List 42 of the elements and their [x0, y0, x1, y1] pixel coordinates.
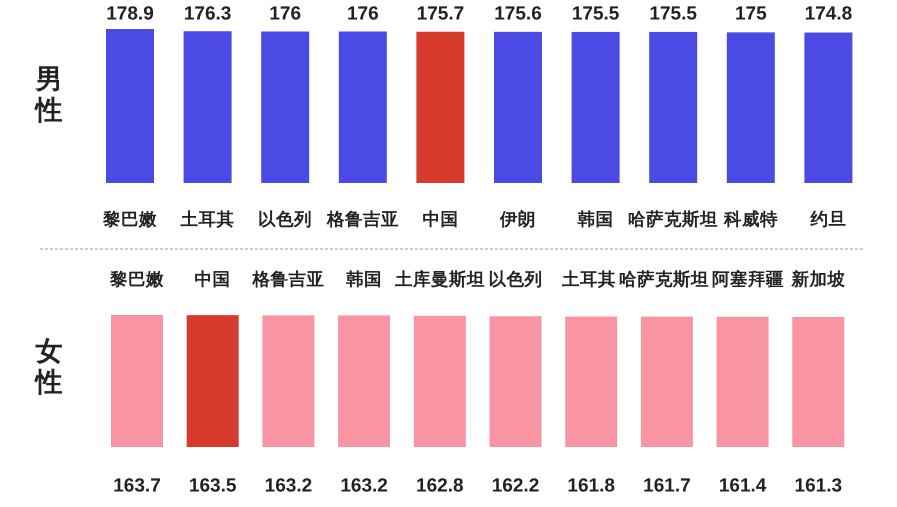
x-tick-label: 科威特 — [722, 209, 778, 229]
x-tick-label: 格鲁吉亚 — [251, 269, 324, 289]
x-tick-label: 黎巴嫩 — [109, 269, 165, 289]
x-tick-label: 韩国 — [345, 269, 382, 289]
x-tick-label: 中国 — [194, 269, 231, 289]
data-label: 176.3 — [184, 4, 232, 24]
data-label: 163.5 — [188, 476, 237, 496]
data-label: 176 — [269, 4, 302, 24]
x-tick-label: 约旦 — [809, 209, 846, 229]
data-label: 161.3 — [794, 476, 842, 496]
x-tick-label: 黎巴嫩 — [102, 209, 158, 229]
data-label: 175.7 — [416, 4, 464, 24]
x-tick-label: 阿塞拜疆 — [712, 269, 784, 289]
data-label: 161.7 — [643, 476, 691, 496]
data-label: 175.6 — [494, 4, 542, 24]
x-tick-label: 土耳其 — [180, 209, 235, 229]
data-label: 161.4 — [718, 476, 767, 496]
x-tick-label: 以色列 — [488, 269, 542, 289]
data-label: 178.9 — [106, 4, 154, 24]
x-tick-label: 中国 — [422, 209, 458, 229]
x-tick-label: 韩国 — [576, 209, 614, 229]
data-label: 175.5 — [572, 4, 620, 24]
x-tick-label: 以色列 — [258, 209, 312, 229]
x-tick-label: 哈萨克斯坦 — [618, 269, 709, 289]
data-label: 163.2 — [264, 476, 312, 496]
data-label: 175.5 — [649, 4, 698, 24]
x-tick-label: 土库曼斯坦 — [394, 269, 485, 289]
data-label: 162.8 — [416, 476, 464, 496]
x-tick-label: 新加坡 — [790, 269, 846, 289]
y-axis-title: 男性 — [33, 64, 64, 126]
x-tick-label: 伊朗 — [499, 209, 536, 229]
data-label: 162.2 — [492, 476, 540, 496]
data-label: 175 — [734, 4, 768, 24]
x-tick-label: 哈萨克斯坦 — [628, 209, 718, 229]
x-tick-label: 土耳其 — [560, 269, 616, 289]
y-axis-title: 女性 — [33, 336, 64, 398]
data-label: 163.2 — [340, 476, 388, 496]
data-label: 161.8 — [567, 476, 615, 496]
data-label: 163.7 — [113, 476, 161, 496]
data-label: 174.8 — [804, 4, 852, 24]
x-tick-label: 格鲁吉亚 — [326, 209, 399, 229]
data-label: 176 — [346, 4, 379, 24]
